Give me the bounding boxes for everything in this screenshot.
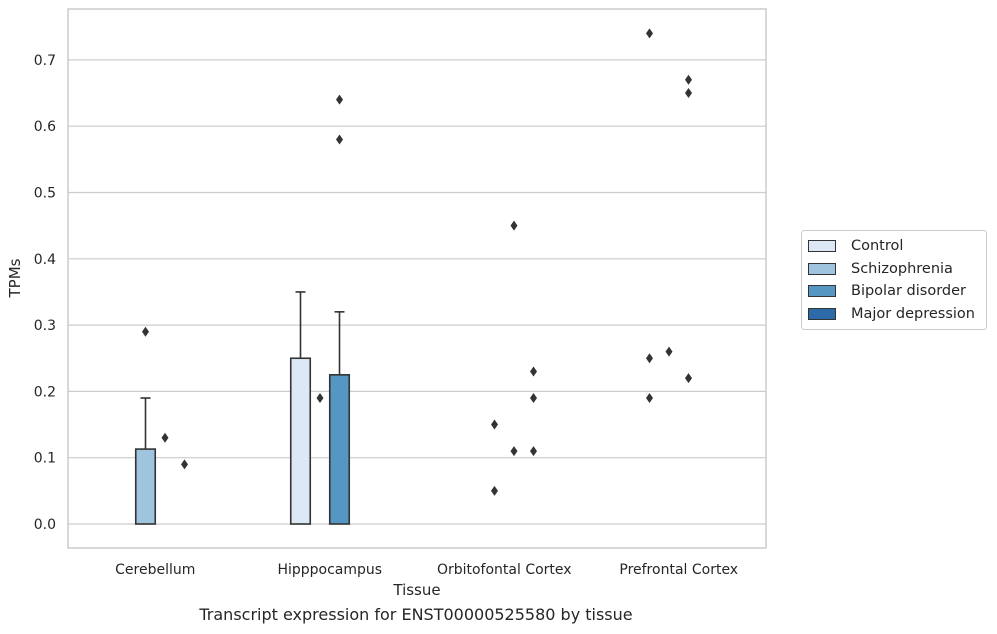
y-tick-label: 0.3 <box>34 318 56 334</box>
legend: Control Schizophrenia Bipolar disorder Majo… <box>801 230 987 330</box>
outlier-point <box>530 446 537 457</box>
legend-swatch <box>808 262 836 275</box>
x-tick-label: Cerebellum <box>115 562 195 578</box>
legend-swatch <box>808 285 836 298</box>
outlier-point <box>510 446 518 457</box>
bar <box>289 357 312 525</box>
legend-label: Bipolar disorder <box>851 283 966 300</box>
grid-lines <box>68 59 766 525</box>
bar <box>328 374 351 525</box>
y-tick-label: 0.0 <box>34 517 56 533</box>
outlier-point <box>530 393 537 404</box>
outlier-point <box>530 366 537 377</box>
outlier-point <box>665 346 673 357</box>
x-tick-label: Prefrontal Cortex <box>619 562 738 578</box>
outlier-point <box>685 373 692 384</box>
outlier-point <box>685 88 692 99</box>
outlier-point <box>336 94 343 105</box>
y-tick-labels: 0.0 0.1 0.2 0.3 0.4 0.5 0.6 0.7 <box>34 53 56 533</box>
outlier-point <box>685 74 692 85</box>
legend-swatch <box>808 240 836 253</box>
legend-item: Schizophrenia <box>802 258 986 281</box>
plot-frame <box>67 8 767 549</box>
y-tick-label: 0.6 <box>34 119 56 135</box>
x-tick-label: Hipppocampus <box>277 562 382 578</box>
legend-item: Control <box>802 235 986 258</box>
legend-item: Major depression <box>802 303 986 326</box>
bars-layer <box>134 291 351 525</box>
outlier-point <box>161 432 169 443</box>
legend-label: Schizophrenia <box>851 260 953 277</box>
outlier-point <box>646 353 653 364</box>
outlier-point <box>646 28 653 39</box>
y-tick-label: 0.7 <box>34 53 56 69</box>
x-tick-label: Orbitofontal Cortex <box>437 562 572 578</box>
x-tick-labels: Cerebellum Hipppocampus Orbitofontal Corte… <box>115 562 738 578</box>
outlier-point <box>646 393 653 404</box>
outliers-layer <box>142 28 692 496</box>
y-tick-label: 0.5 <box>34 186 56 202</box>
outlier-point <box>336 134 343 145</box>
bar <box>134 448 157 525</box>
legend-item: Bipolar disorder <box>802 280 986 303</box>
outlier-point <box>510 220 518 231</box>
legend-swatch <box>808 307 836 320</box>
y-tick-label: 0.1 <box>34 451 56 467</box>
y-tick-label: 0.2 <box>34 384 56 400</box>
outlier-point <box>491 419 498 430</box>
y-axis-label: TPMs <box>6 258 24 298</box>
outlier-point <box>142 326 149 337</box>
chart-caption: Transcript expression for ENST0000052558… <box>199 605 633 624</box>
x-axis-label: Tissue <box>392 581 440 599</box>
legend-label: Control <box>851 238 904 255</box>
outlier-point <box>181 459 188 470</box>
outlier-point <box>316 393 324 404</box>
y-tick-label: 0.4 <box>34 252 56 268</box>
legend-label: Major depression <box>851 305 975 322</box>
outlier-point <box>491 485 498 496</box>
